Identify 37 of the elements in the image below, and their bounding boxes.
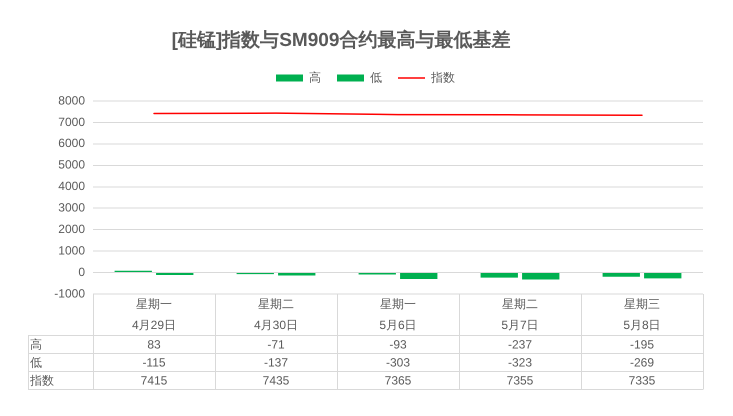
data-label: 7365: [384, 373, 412, 388]
y-tick-label: 2000: [58, 222, 86, 236]
y-tick-label: 8000: [58, 93, 86, 108]
data-label: -323: [508, 355, 532, 370]
y-tick-label: 4000: [58, 179, 86, 194]
data-label: 7435: [262, 373, 290, 388]
data-label: -115: [142, 355, 166, 370]
legend-label: 高: [309, 70, 321, 84]
data-label: 7355: [506, 373, 534, 388]
y-tick-label: -1000: [54, 286, 86, 300]
text: 低: [30, 355, 42, 370]
text: 指数: [30, 373, 54, 388]
data-label: -93: [389, 337, 407, 352]
data-label: 83: [147, 337, 161, 352]
y-tick-label: 3000: [58, 200, 86, 215]
data-label: -237: [508, 337, 532, 352]
x-tick-label: 星期一 5月6日: [379, 296, 417, 332]
y-tick-label: 6000: [58, 136, 86, 150]
y-tick-label: 7000: [58, 114, 86, 129]
data-label: -303: [386, 355, 410, 370]
legend-label: 指数: [430, 70, 455, 84]
x-tick-label: 星期二 5月7日: [501, 296, 539, 332]
y-tick-label: 5000: [58, 158, 86, 172]
data-label: -269: [630, 355, 654, 370]
text: 高: [30, 337, 42, 352]
data-label: -195: [630, 337, 654, 352]
data-label: 7335: [628, 373, 656, 388]
x-tick-label: 星期三 5月8日: [623, 296, 661, 332]
data-label: 7415: [140, 373, 168, 388]
chart-title: [硅锰]指数与SM909合约最高与最低基差: [170, 28, 512, 53]
data-label: -71: [267, 337, 285, 352]
x-tick-label: 星期一 4月29日: [132, 296, 176, 332]
y-tick-label: 1000: [58, 243, 86, 258]
data-label: -137: [264, 355, 288, 370]
x-tick-label: 星期二 4月30日: [254, 296, 298, 332]
legend-label: 低: [370, 70, 382, 84]
y-tick-label: 0: [78, 264, 86, 279]
